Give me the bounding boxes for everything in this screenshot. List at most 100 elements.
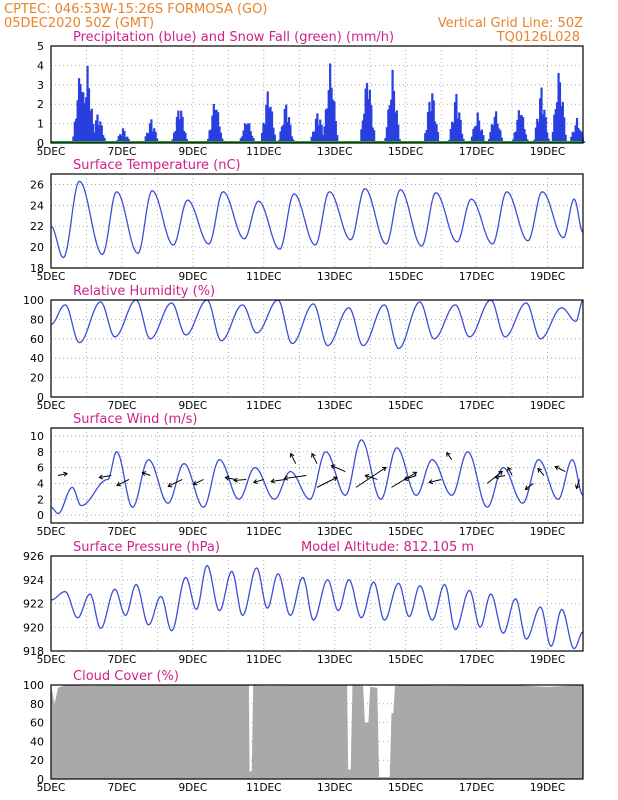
precip-bar xyxy=(560,106,563,143)
precip-bar xyxy=(265,104,268,143)
y-tick-precip: 5 xyxy=(37,40,44,53)
x-tick-pressure: 15DEC xyxy=(388,654,423,666)
x-tick-precip: 17DEC xyxy=(459,146,494,158)
precip-bar xyxy=(96,114,99,143)
precip-bar xyxy=(270,111,274,143)
precip-bar xyxy=(546,132,549,143)
precip-bar xyxy=(394,112,397,143)
precip-bar xyxy=(285,104,288,143)
x-tick-wind: 7DEC xyxy=(108,526,137,538)
precip-bar xyxy=(320,124,323,143)
precip-bar xyxy=(93,132,96,143)
precip-bar xyxy=(287,117,291,143)
panel-frame-rh xyxy=(50,299,584,398)
precip-bar xyxy=(151,131,154,143)
precip-bar xyxy=(263,124,266,143)
wind-arrowhead xyxy=(537,467,542,473)
x-tick-temp: 11DEC xyxy=(246,271,281,283)
precip-bar xyxy=(268,108,271,143)
precip-bar xyxy=(363,113,366,143)
precip-bar xyxy=(425,130,428,143)
y-tick-rh: 80 xyxy=(30,313,44,326)
panel-frame-cloud xyxy=(50,684,584,780)
precip-bar xyxy=(575,117,579,143)
precip-bar xyxy=(544,117,547,143)
precip-bar xyxy=(316,113,319,143)
precip-bar xyxy=(321,134,325,143)
precip-bar xyxy=(289,124,292,143)
y-tick-precip: 3 xyxy=(37,79,44,92)
precip-bar xyxy=(155,138,159,143)
x-tick-cloud: 7DEC xyxy=(108,782,137,794)
precip-bar xyxy=(480,129,484,143)
precip-bar xyxy=(279,131,282,143)
precip-bar xyxy=(473,126,476,143)
x-tick-pressure: 7DEC xyxy=(108,654,137,666)
precip-bar xyxy=(82,92,85,143)
wind-arrowhead xyxy=(554,465,560,471)
precip-bar xyxy=(72,136,75,143)
precip-bar xyxy=(273,134,276,143)
x-tick-precip: 7DEC xyxy=(108,146,137,158)
precip-bar xyxy=(570,136,573,143)
precip-bar xyxy=(578,130,581,143)
wind-vector xyxy=(575,479,580,489)
precip-bar xyxy=(209,129,213,143)
precip-bar xyxy=(554,109,557,143)
precip-bar xyxy=(453,102,457,143)
precip-bar xyxy=(75,118,78,143)
precip-bar xyxy=(174,130,177,143)
panel-subtitle-pressure: Model Altitude: 812.105 m xyxy=(301,540,474,555)
wind-arrowhead xyxy=(192,480,198,486)
precip-bar xyxy=(329,63,332,144)
x-tick-cloud: 17DEC xyxy=(459,782,494,794)
wind-arrowhead xyxy=(428,479,434,485)
precip-bar xyxy=(364,88,367,143)
precip-bar xyxy=(367,99,370,143)
precip-bar xyxy=(482,135,485,143)
x-tick-rh: 5DEC xyxy=(37,400,66,412)
wind-vector xyxy=(99,475,112,478)
wind-vector xyxy=(290,453,297,464)
precip-bar xyxy=(241,136,244,143)
precip-bar xyxy=(334,121,337,143)
precip-bar xyxy=(239,138,242,143)
wind-arrowhead xyxy=(252,479,258,485)
precip-bar xyxy=(524,134,528,143)
precip-bar xyxy=(395,110,398,143)
precip-bar xyxy=(326,108,329,143)
precip-bar xyxy=(323,126,326,143)
wind-vector xyxy=(284,475,307,479)
y-tick-temp: 24 xyxy=(30,199,44,212)
y-tick-rh: 60 xyxy=(30,333,44,346)
x-tick-pressure: 9DEC xyxy=(178,654,207,666)
y-tick-pressure: 920 xyxy=(23,621,44,634)
panel-wind: Surface Wind (m/s) 0 2 4 6 8 10 5DEC 7DEC 9DEC 11D… xyxy=(30,412,584,538)
precip-bar xyxy=(499,130,502,143)
x-tick-temp: 19DEC xyxy=(530,271,565,283)
precip-bar xyxy=(242,130,245,143)
panel-frame-pressure xyxy=(50,555,584,652)
precip-bar xyxy=(391,69,394,143)
wind-arrowhead xyxy=(289,452,295,458)
x-tick-pressure: 13DEC xyxy=(317,654,352,666)
precip-bar xyxy=(218,126,221,143)
wind-arrowhead xyxy=(330,464,336,470)
x-tick-cloud: 11DEC xyxy=(246,782,281,794)
wind-vector xyxy=(193,479,204,485)
wind-arrowhead xyxy=(332,476,338,482)
precip-bar xyxy=(221,138,224,143)
wind-arrowhead xyxy=(575,484,580,490)
wind-arrowhead xyxy=(412,471,418,477)
x-tick-temp: 5DEC xyxy=(37,271,66,283)
precip-bar xyxy=(331,99,335,143)
x-tick-rh: 17DEC xyxy=(459,400,494,412)
wind-vector xyxy=(507,467,513,476)
precip-bar xyxy=(283,108,286,143)
wind-arrowhead xyxy=(116,481,122,487)
wind-vector xyxy=(446,452,453,460)
x-tick-pressure: 5DEC xyxy=(37,654,66,666)
precip-bar xyxy=(561,101,564,143)
precip-bar xyxy=(87,88,91,143)
